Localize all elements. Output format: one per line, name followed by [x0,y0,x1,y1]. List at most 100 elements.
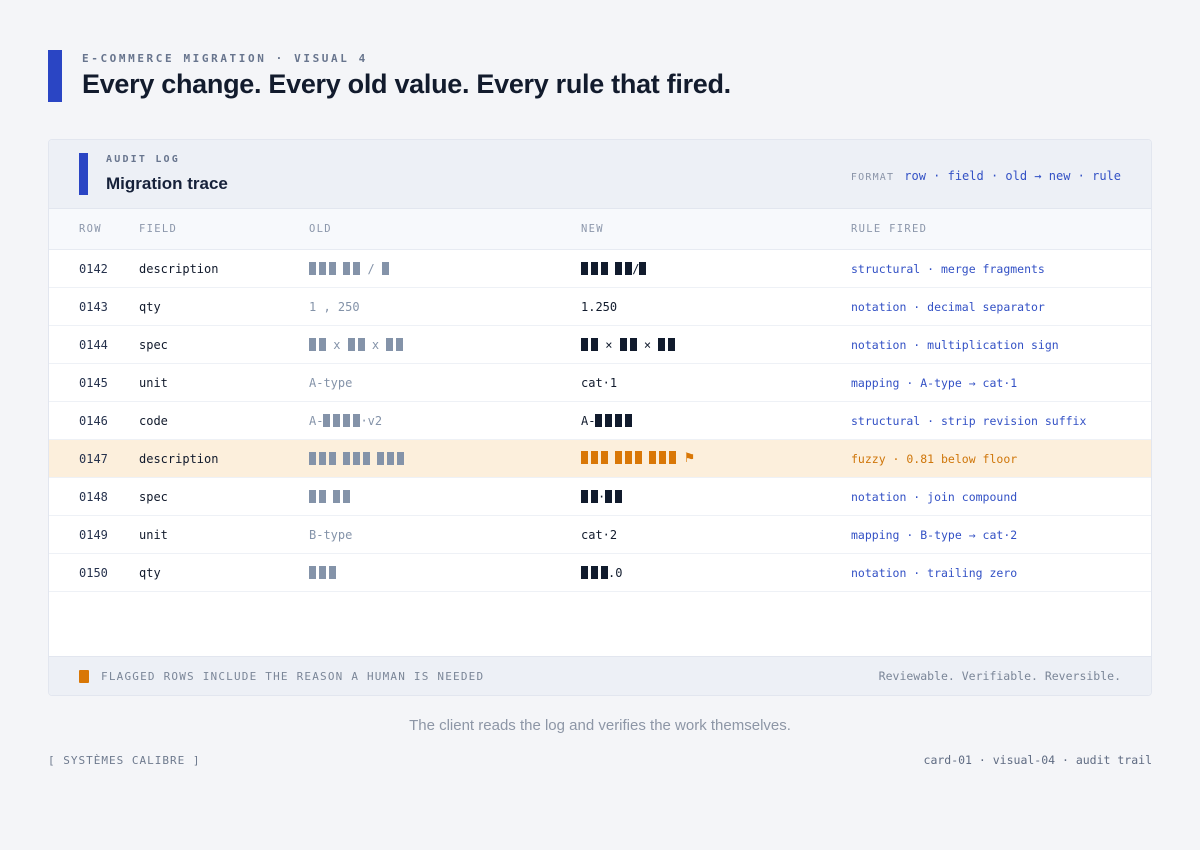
value-text: cat·1 [581,375,618,390]
table-row: 0144 spec x x × × notation · multiplicati… [49,326,1151,364]
cell-field: qty [139,299,161,314]
flag-marker-icon [79,669,89,683]
table-row: 0148 spec · notation · join compound [49,478,1151,516]
redacted-block [591,261,598,275]
redacted-block [625,413,633,427]
redacted-block [601,261,608,275]
table-body: 0142 description / / structural · merge fr… [49,250,1151,592]
footnote-right: Reviewable. Verifiable. Reversible. [878,669,1121,683]
page-title: Every change. Every old value. Every rul… [82,69,731,100]
value-text: · [598,489,606,504]
cell-row-id: 0148 [79,489,108,504]
redacted-block [668,337,676,351]
cell-old-value [309,489,581,504]
redacted-blocks [377,451,405,466]
card-title: Migration trace [106,174,228,193]
redacted-block [625,451,633,464]
redacted-block [323,413,331,427]
redacted-block [669,451,677,464]
redacted-blocks [347,337,365,352]
column-header-new: NEW [581,223,604,235]
cell-rule-fired: notation · join compound [851,489,1018,504]
redacted-block [649,451,657,464]
redacted-blocks [333,489,351,504]
redacted-blocks [605,489,623,504]
redacted-block [329,261,336,275]
cell-old-value: 1 , 250 [309,300,581,314]
cell-rule-fired: notation · trailing zero [851,565,1018,580]
redacted-block [329,451,336,465]
redacted-block [363,451,371,465]
redacted-block [581,489,588,503]
cell-rule-fired: mapping · A-type → cat·1 [851,375,1018,390]
cell-rule-fired: notation · decimal separator [851,299,1045,314]
table-row: 0143 qty 1 , 250 1.250 notation · decimal se… [49,288,1151,326]
redacted-block [581,565,588,579]
table-row: 0142 description / / structural · merge fr… [49,250,1151,288]
redacted-block [309,489,316,503]
redacted-blocks [581,261,608,276]
cell-new-value: / [581,261,851,276]
table-row: 0149 unit B-type cat·2 mapping · B-type → ca… [49,516,1151,554]
cell-field: qty [139,565,161,580]
value-text: cat·2 [581,527,618,542]
value-text: A- [581,413,596,428]
redacted-blocks [386,337,404,352]
redacted-block [343,413,351,427]
cell-old-value: B-type [309,528,581,542]
cell-old-value: A- ·v2 [309,413,581,428]
footer-meta: card-01 · visual-04 · audit trail [923,753,1152,767]
redacted-blocks [581,565,608,580]
cell-row-id: 0142 [79,261,108,276]
redacted-block [347,337,355,351]
cell-field: spec [139,337,168,352]
table-row: 0150 qty .0 notation · trailing zero [49,554,1151,592]
redacted-blocks [381,261,389,276]
redacted-block [605,489,613,503]
cell-row-id: 0144 [79,337,108,352]
cell-new-value: cat·1 [581,376,851,390]
cell-new-value: × × [581,337,851,352]
redacted-block [591,337,598,351]
redacted-block [377,451,385,465]
cell-row-id: 0150 [79,565,108,580]
redacted-block [329,565,336,579]
redacted-block [319,451,326,465]
cell-row-id: 0143 [79,299,108,314]
card-header: AUDIT LOG Migration trace FORMAT row · fi… [49,140,1151,209]
value-text: A-type [309,375,353,390]
redacted-blocks [595,413,633,428]
flag-icon: ⚑ [683,451,696,466]
redacted-blocks [309,451,336,466]
redacted-block [601,565,608,579]
redacted-block [357,337,365,351]
redacted-blocks [615,451,643,465]
redacted-blocks [309,489,326,504]
format-line: FORMAT row · field · old → new · rule [851,165,1121,184]
redacted-block [658,337,666,351]
cell-row-id: 0147 [79,451,108,466]
redacted-block [635,451,643,464]
table-header: ROW FIELD OLD NEW RULE FIRED [49,209,1151,250]
redacted-block [591,489,598,503]
value-text: A- [309,413,324,428]
caption: The client reads the log and verifies th… [409,717,791,734]
redacted-block [353,261,361,275]
redacted-block [581,337,588,351]
redacted-block [309,451,316,465]
redacted-block [396,337,404,351]
cell-row-id: 0145 [79,375,108,390]
format-label: FORMAT [850,171,895,183]
cell-rule-fired: structural · strip revision suffix [851,413,1087,428]
column-header-row: ROW [79,223,102,235]
redacted-blocks [581,489,598,504]
audit-log-card: AUDIT LOG Migration trace FORMAT row · fi… [48,139,1152,696]
value-text: × [636,337,659,352]
value-text: 1.250 [581,299,618,314]
cell-field: unit [139,375,168,390]
redacted-block [605,413,613,427]
redacted-blocks [323,413,361,428]
table-row: 0146 code A- ·v2 A-structural · strip revisi… [49,402,1151,440]
table-row: 0145 unit A-type cat·1 mapping · A-type → ca… [49,364,1151,402]
redacted-block [581,451,588,464]
